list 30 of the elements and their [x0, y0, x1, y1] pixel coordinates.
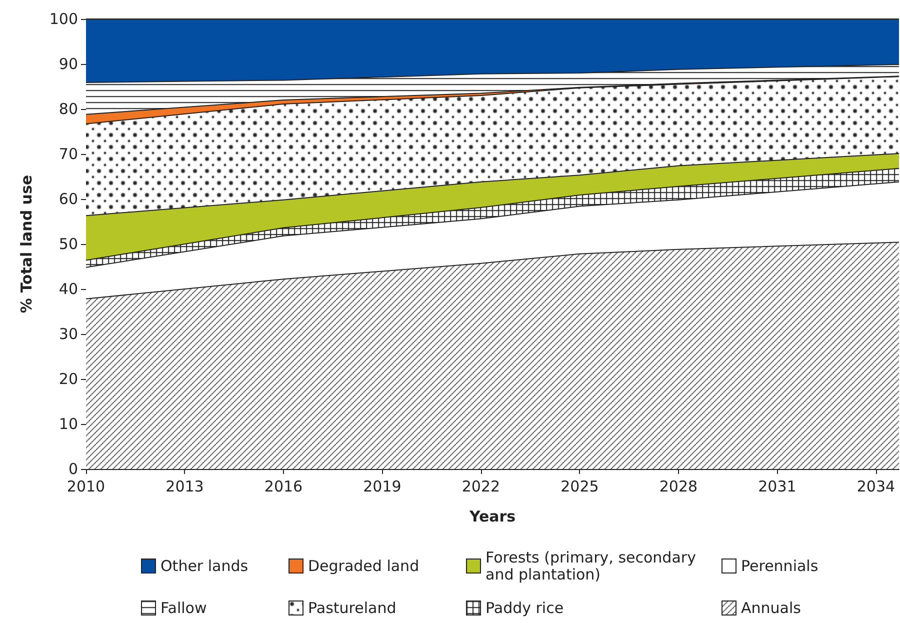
- x-tick-label: 2025: [560, 478, 599, 496]
- y-tick-label: 20: [58, 370, 78, 388]
- legend-label: Other lands: [160, 557, 248, 575]
- y-tick-label: 10: [58, 415, 78, 433]
- y-tick-label: 50: [58, 235, 78, 253]
- x-tick-label: 2022: [462, 478, 500, 496]
- legend-label: Pastureland: [308, 599, 396, 617]
- x-tick-label: 2010: [66, 478, 106, 496]
- legend-label: Fallow: [160, 599, 207, 617]
- legend-label: Forests (primary, secondary and plantation): [486, 548, 701, 584]
- x-tick-label: 2016: [264, 478, 303, 496]
- x-tick-label: 2019: [363, 478, 402, 496]
- y-axis-title: % Total land use: [18, 174, 36, 314]
- y-tick-label: 0: [68, 460, 78, 478]
- y-tick-label: 90: [58, 55, 78, 73]
- y-tick-label: 100: [49, 10, 78, 28]
- legend-label: Annuals: [741, 599, 802, 617]
- x-axis-title: Years: [468, 508, 516, 526]
- y-tick-label: 40: [58, 280, 78, 298]
- x-tick-label: 2031: [758, 478, 796, 496]
- x-tick-label: 2028: [659, 478, 698, 496]
- x-tick-label: 2034: [856, 478, 896, 496]
- legend-label: Paddy rice: [486, 599, 564, 617]
- x-tick-label: 2013: [166, 478, 204, 496]
- y-tick-label: 80: [58, 100, 78, 118]
- y-tick-label: 30: [58, 325, 78, 343]
- legend-label: Perennials: [741, 557, 818, 575]
- legend-label: Degraded land: [308, 557, 420, 575]
- y-tick-label: 70: [58, 145, 78, 163]
- y-tick-label: 60: [58, 190, 78, 208]
